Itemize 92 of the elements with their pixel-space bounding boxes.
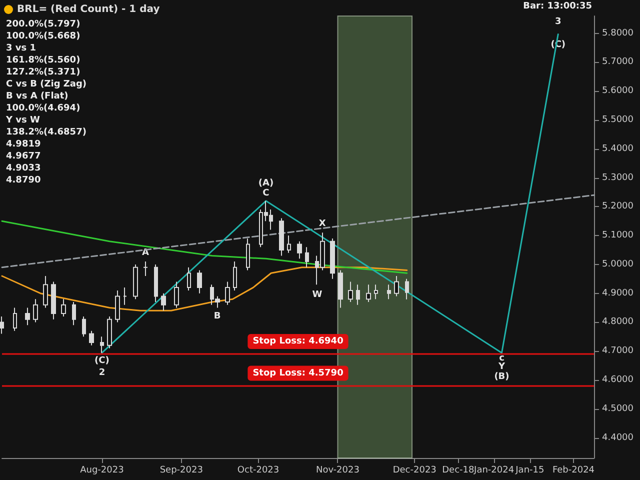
x-tick-label: Dec-2023 bbox=[392, 466, 436, 476]
x-tick-label: Jan-2024 bbox=[473, 466, 514, 476]
annotation: W bbox=[312, 290, 322, 300]
annotation: (C) bbox=[94, 356, 110, 366]
candlestick bbox=[161, 292, 166, 312]
y-tick-label: 5.2000 bbox=[602, 202, 634, 212]
annotation: 138.2%(4.6857) bbox=[6, 128, 86, 138]
candlestick bbox=[89, 330, 94, 346]
candlestick bbox=[305, 246, 309, 268]
annotation: 4.9819 bbox=[6, 140, 41, 150]
annotation: 161.8%(5.560) bbox=[6, 56, 80, 66]
y-tick-label: 5.6000 bbox=[602, 86, 634, 96]
candlestick bbox=[374, 284, 378, 300]
y-tick-label: 4.8000 bbox=[602, 317, 634, 328]
annotation: 4.9033 bbox=[6, 164, 41, 174]
x-tick-label: Sep-2023 bbox=[160, 466, 203, 476]
line-series bbox=[1, 220, 408, 274]
text: Bar: 13:00:35 bbox=[523, 2, 592, 12]
annotation: 3 vs 1 bbox=[6, 44, 36, 54]
candlestick bbox=[82, 316, 86, 338]
x-tick-label: Dec-18 bbox=[442, 466, 474, 476]
annotation: 200.0%(5.797) bbox=[6, 20, 80, 30]
candlestick bbox=[133, 264, 138, 300]
x-tick-label: Oct-2023 bbox=[237, 466, 280, 476]
candlestick bbox=[297, 240, 302, 260]
annotation: 100.0%(5.668) bbox=[6, 32, 80, 42]
y-tick-label: 4.4000 bbox=[602, 432, 634, 443]
candlestick bbox=[123, 287, 127, 306]
x-tick-label: Nov-2023 bbox=[316, 466, 360, 476]
y-tick-label: 4.5000 bbox=[602, 404, 634, 414]
candlestick bbox=[233, 261, 237, 291]
candlestick bbox=[115, 290, 120, 323]
y-tick-label: 5.7000 bbox=[602, 57, 634, 68]
annotation: C bbox=[262, 188, 270, 199]
annotation: c bbox=[499, 353, 504, 364]
annotation: Y vs W bbox=[5, 116, 40, 126]
annotation: B bbox=[214, 311, 221, 322]
ref-line-label: Stop Loss: 4.5790 bbox=[252, 368, 344, 378]
candlestick bbox=[356, 284, 360, 306]
candlestick bbox=[197, 270, 202, 294]
candlestick bbox=[43, 276, 48, 308]
candlestick bbox=[348, 281, 353, 302]
y-tick-label: 4.6000 bbox=[602, 375, 634, 385]
annotation: 3 bbox=[554, 16, 562, 27]
candlestick bbox=[143, 261, 148, 276]
candlestick bbox=[0, 316, 4, 334]
candlestick bbox=[187, 266, 191, 291]
candlestick bbox=[366, 284, 371, 302]
annotation: C vs B (Zig Zag) bbox=[6, 80, 87, 90]
annotation: B vs A (Flat) bbox=[6, 92, 68, 102]
annotation: 4.8790 bbox=[6, 176, 41, 186]
candlestick bbox=[174, 281, 179, 308]
line-series bbox=[1, 266, 408, 312]
candlestick bbox=[154, 264, 158, 302]
candlestick bbox=[33, 298, 38, 323]
annotation: 127.2%(5.371) bbox=[6, 68, 80, 78]
candlestick bbox=[405, 278, 409, 300]
annotation: 4.9677 bbox=[6, 152, 41, 162]
y-tick-label: 5.0000 bbox=[602, 259, 634, 270]
candlestick bbox=[394, 276, 399, 297]
y-tick-label: 5.5000 bbox=[602, 115, 634, 125]
y-tick-label: 4.7000 bbox=[602, 346, 634, 356]
candlestick bbox=[279, 218, 284, 256]
annotation: (A) bbox=[258, 178, 274, 189]
candlestick bbox=[72, 302, 76, 326]
candlestick bbox=[330, 238, 335, 280]
y-tick-label: 5.1000 bbox=[602, 230, 634, 241]
candlestick bbox=[387, 284, 391, 300]
y-tick-label: 5.4000 bbox=[602, 144, 634, 154]
candlestick bbox=[287, 235, 291, 254]
annotation: X bbox=[318, 219, 326, 229]
annotation: Y bbox=[497, 362, 506, 372]
candlestick bbox=[51, 281, 56, 320]
chart-title: BRL= (Red Count) - 1 day bbox=[17, 4, 160, 15]
annotation: 2 bbox=[98, 368, 106, 378]
x-tick-label: Jan-15 bbox=[514, 466, 544, 476]
candlestick bbox=[61, 298, 66, 317]
y-tick-label: 5.8000 bbox=[602, 28, 634, 38]
candlestick bbox=[225, 281, 230, 306]
annotation: 100.0%(4.694) bbox=[6, 104, 80, 114]
x-tick-label: Feb-2024 bbox=[552, 466, 595, 476]
x-tick-label: Aug-2023 bbox=[80, 466, 124, 476]
y-tick-label: 5.3000 bbox=[602, 172, 634, 183]
candlestick bbox=[107, 316, 112, 349]
candlestick bbox=[25, 307, 30, 326]
candlestick bbox=[246, 238, 250, 271]
ref-line-label: Stop Loss: 4.6940 bbox=[252, 336, 344, 346]
annotation: (B) bbox=[494, 372, 510, 382]
candlestick bbox=[100, 336, 104, 354]
candlestick bbox=[338, 270, 343, 308]
candlestick bbox=[13, 307, 17, 332]
y-tick-label: 4.9000 bbox=[602, 288, 634, 298]
